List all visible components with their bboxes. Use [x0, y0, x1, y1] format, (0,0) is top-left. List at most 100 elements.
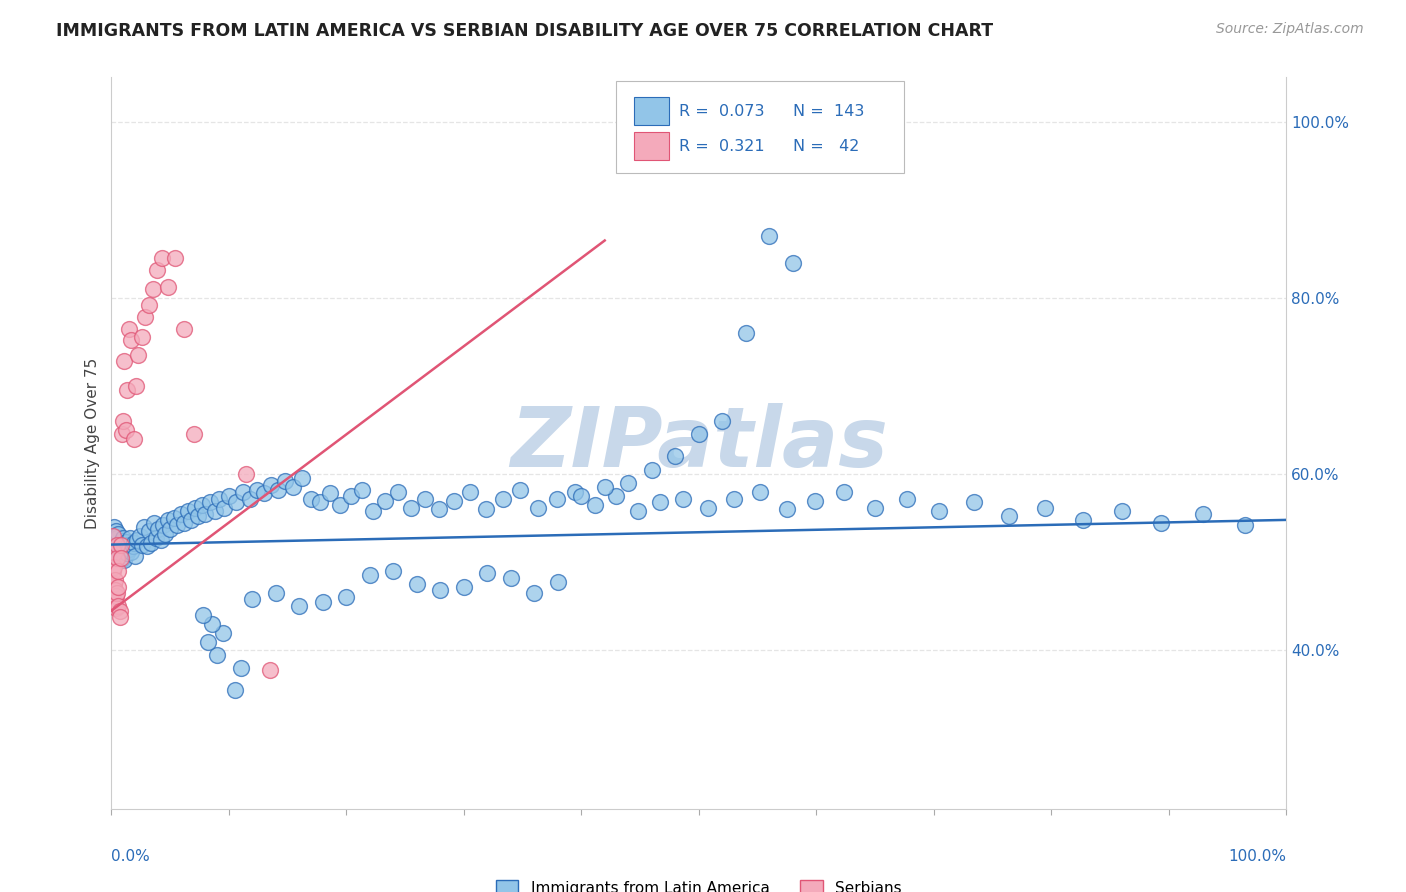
Point	[319, 486, 342, 500]
Point	[194, 507, 217, 521]
Point	[413, 491, 436, 506]
Point	[291, 471, 314, 485]
Point	[108, 544, 131, 558]
Point	[475, 502, 498, 516]
Point	[246, 483, 269, 497]
Point	[138, 524, 160, 539]
Point	[208, 491, 231, 506]
Text: 100.0%: 100.0%	[1227, 849, 1286, 864]
Point	[117, 538, 139, 552]
Point	[896, 491, 918, 506]
Point	[688, 427, 710, 442]
Point	[374, 493, 396, 508]
Point	[253, 486, 276, 500]
Point	[229, 661, 252, 675]
Point	[103, 577, 125, 591]
Point	[1111, 504, 1133, 518]
Point	[834, 484, 856, 499]
Point	[523, 586, 546, 600]
Point	[103, 559, 125, 574]
Point	[804, 493, 827, 508]
Point	[112, 539, 135, 553]
Point	[711, 414, 734, 428]
Point	[152, 518, 174, 533]
Point	[105, 531, 128, 545]
Point	[546, 491, 568, 506]
Bar	[634, 132, 669, 160]
Point	[127, 533, 149, 548]
Point	[477, 566, 499, 580]
Text: ZIPatlas: ZIPatlas	[510, 402, 887, 483]
Point	[103, 538, 125, 552]
Point	[125, 379, 148, 393]
Point	[104, 595, 127, 609]
Point	[146, 262, 169, 277]
Point	[138, 298, 160, 312]
Point	[150, 251, 173, 265]
Point	[427, 502, 450, 516]
Point	[101, 529, 124, 543]
Y-axis label: Disability Age Over 75: Disability Age Over 75	[86, 358, 100, 529]
Point	[104, 541, 127, 556]
Point	[108, 610, 131, 624]
Point	[105, 524, 128, 539]
Point	[224, 683, 246, 698]
Point	[121, 539, 143, 553]
Point	[107, 539, 129, 553]
Point	[115, 546, 138, 560]
Point	[218, 489, 240, 503]
Point	[723, 491, 745, 506]
Point	[112, 553, 135, 567]
Text: IMMIGRANTS FROM LATIN AMERICA VS SERBIAN DISABILITY AGE OVER 75 CORRELATION CHAR: IMMIGRANTS FROM LATIN AMERICA VS SERBIAN…	[56, 22, 994, 40]
Point	[260, 477, 283, 491]
Point	[107, 580, 129, 594]
Point	[776, 502, 799, 516]
Point	[340, 489, 363, 503]
Point	[309, 495, 332, 509]
Point	[491, 491, 513, 506]
Point	[1071, 513, 1094, 527]
Point	[110, 548, 132, 562]
Point	[114, 423, 136, 437]
Point	[156, 513, 179, 527]
Point	[135, 539, 157, 553]
Point	[111, 427, 134, 442]
Point	[163, 251, 186, 265]
Point	[105, 589, 128, 603]
Point	[105, 586, 128, 600]
Point	[112, 532, 135, 546]
Point	[758, 229, 780, 244]
Point	[105, 546, 128, 560]
Point	[115, 384, 138, 398]
Point	[335, 591, 357, 605]
Point	[264, 586, 287, 600]
Text: R =  0.073: R = 0.073	[679, 103, 765, 119]
Point	[177, 504, 200, 518]
Point	[110, 541, 132, 555]
Point	[105, 550, 128, 565]
Point	[128, 529, 150, 543]
Point	[191, 498, 214, 512]
Point	[299, 491, 322, 506]
Point	[104, 583, 127, 598]
Point	[672, 491, 695, 506]
Point	[1233, 518, 1256, 533]
Point	[187, 509, 209, 524]
Point	[1191, 507, 1213, 521]
Point	[173, 321, 195, 335]
Point	[201, 616, 224, 631]
Point	[399, 500, 422, 515]
Legend: Immigrants from Latin America, Serbians: Immigrants from Latin America, Serbians	[495, 880, 901, 892]
Point	[499, 571, 522, 585]
Point	[204, 504, 226, 518]
Point	[863, 500, 886, 515]
Point	[173, 516, 195, 530]
Point	[626, 504, 648, 518]
Point	[107, 599, 129, 614]
Point	[112, 414, 135, 428]
Point	[212, 625, 235, 640]
Point	[1150, 516, 1173, 530]
Text: 0.0%: 0.0%	[111, 849, 150, 864]
Point	[111, 534, 134, 549]
Point	[734, 326, 756, 340]
